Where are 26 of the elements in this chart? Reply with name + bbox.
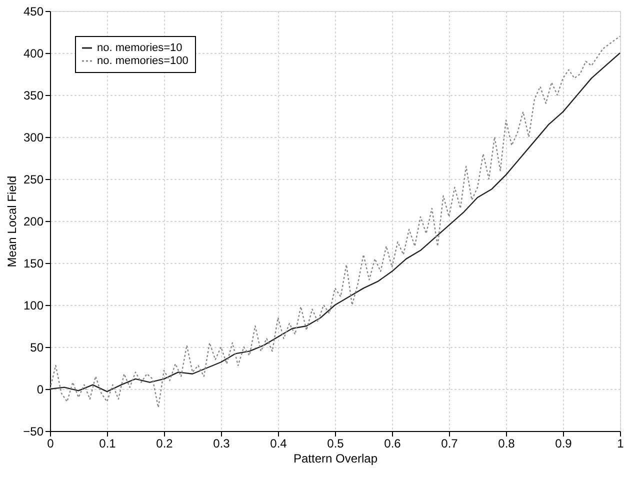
x-tick-label: 1 [617,436,624,450]
y-tick-label: 400 [23,46,44,60]
x-tick-label: 0.7 [441,436,458,450]
y-tick-label: 300 [23,130,44,144]
x-tick-label: 0.2 [156,436,174,450]
x-tick-label: 0.1 [99,436,116,450]
y-tick-label: 350 [23,88,44,102]
y-axis-title: Mean Local Field [5,176,20,268]
x-tick-label: 0.6 [384,436,402,450]
y-tick-label: 100 [23,298,44,312]
y-tick-label: −50 [23,424,44,438]
y-tick-label: 250 [23,172,44,186]
x-tick-label: 0.9 [555,436,572,450]
y-tick-label: 0 [36,382,44,396]
y-tick-label: 50 [30,340,44,354]
x-axis-title: Pattern Overlap [293,452,378,466]
y-tick-label: 450 [23,4,44,18]
x-tick-label: 0.3 [213,436,230,450]
x-tick-label: 0.5 [327,436,344,450]
y-tick-label: 200 [23,214,44,228]
y-tick-label: 150 [23,256,44,270]
x-tick-label: 0.8 [498,436,516,450]
legend-label: no. memories=10 [97,42,182,54]
legend-label: no. memories=100 [97,55,188,67]
x-tick-label: 0.4 [270,436,288,450]
x-tick-label: 0 [47,436,54,450]
